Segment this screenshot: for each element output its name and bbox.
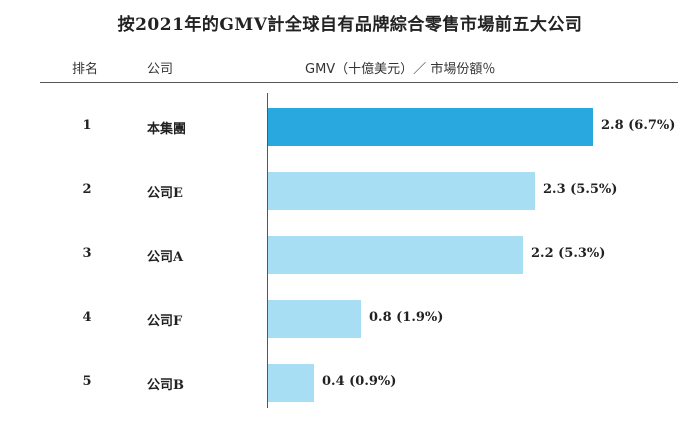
company-label: 本集團	[147, 122, 187, 137]
bar	[268, 364, 314, 402]
bar	[268, 172, 535, 210]
rank-label: 5	[82, 374, 92, 389]
bar	[268, 108, 593, 146]
header-value: GMV（十億美元）／ 市場份額％	[305, 62, 496, 77]
bar	[268, 236, 523, 274]
header-rank: 排名	[72, 62, 99, 77]
bar-value-label: 2.8 (6.7%)	[601, 118, 676, 133]
bar-value-label: 0.4 (0.9%)	[322, 374, 397, 389]
rank-label: 4	[82, 310, 92, 325]
rank-label: 1	[82, 118, 92, 133]
company-label: 公司B	[147, 378, 184, 393]
company-label: 公司E	[147, 186, 183, 201]
bar-value-label: 2.2 (5.3%)	[531, 246, 606, 261]
rank-label: 3	[82, 246, 92, 261]
axis-line	[267, 93, 268, 408]
header-company: 公司	[147, 62, 174, 77]
chart-title: 按2021年的GMV計全球自有品牌綜合零售市場前五大公司	[117, 15, 583, 35]
bar	[268, 300, 361, 338]
company-label: 公司A	[147, 250, 184, 265]
bar-value-label: 0.8 (1.9%)	[369, 310, 444, 325]
header-divider	[40, 82, 678, 83]
company-label: 公司F	[147, 314, 183, 329]
rank-label: 2	[82, 182, 92, 197]
bar-value-label: 2.3 (5.5%)	[543, 182, 618, 197]
